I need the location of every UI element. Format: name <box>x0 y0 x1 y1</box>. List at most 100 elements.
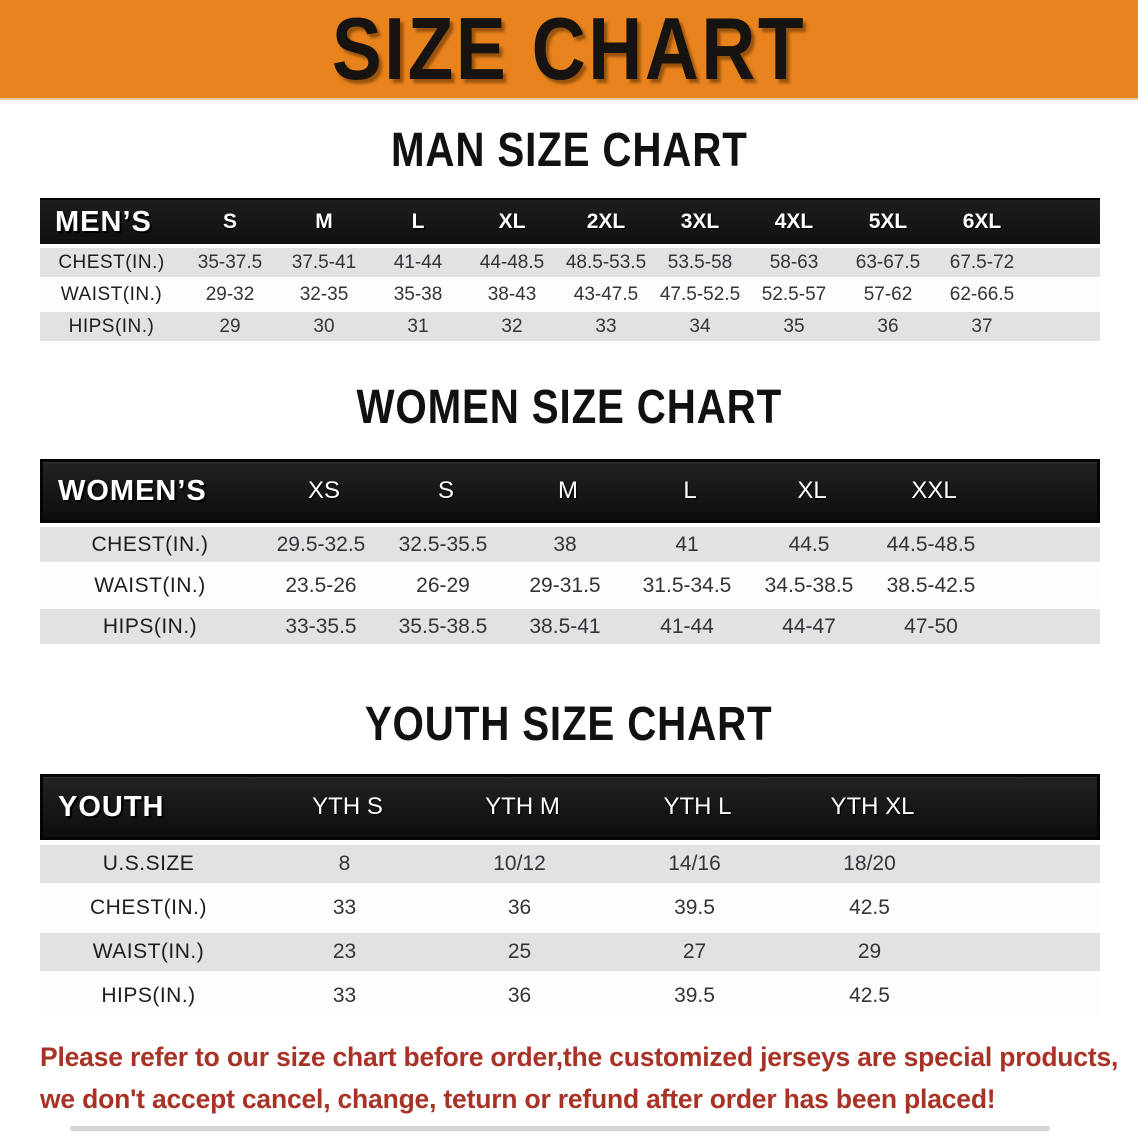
value-cell: 37 <box>971 315 993 337</box>
value-cell: 26-29 <box>416 573 470 597</box>
value-cell: 36 <box>507 896 532 919</box>
value-cell: 23 <box>332 940 357 963</box>
women-section-title: WOMEN SIZE CHART <box>0 384 1138 432</box>
value-cell: 23.5-26 <box>285 573 357 597</box>
value-cell: 8 <box>338 852 351 875</box>
youth-size-table: YOUTH YTH S YTH M YTH L YTH XL U.S.SIZE 8 10/12… <box>40 774 1100 1015</box>
value-cell: 30 <box>313 315 335 337</box>
size-header-cell: 2XL <box>586 210 626 233</box>
value-cell: 47-50 <box>904 614 958 638</box>
value-cell: 29 <box>857 940 882 963</box>
size-header-cell: XL <box>797 477 827 504</box>
size-header-cell: L <box>683 477 697 504</box>
row-label-cell: HIPS(IN.) <box>101 984 196 1007</box>
table-row: CHEST(IN.) 29.5-32.5 32.5-35.5 38 41 44.5 44.5… <box>40 527 1100 562</box>
value-cell: 44.5-48.5 <box>886 532 976 556</box>
table-row: WAIST(IN.) 23 25 27 29 <box>40 933 1100 971</box>
size-header-cell: 5XL <box>868 210 908 233</box>
table-title-cell: MEN’S <box>55 205 152 238</box>
row-label-cell: HIPS(IN.) <box>102 614 198 638</box>
value-cell: 63-67.5 <box>855 251 921 273</box>
value-cell: 37.5-41 <box>291 251 357 273</box>
table-row: U.S.SIZE 8 10/12 14/16 18/20 <box>40 845 1100 883</box>
size-header-cell: YTH XL <box>830 793 915 820</box>
value-cell: 53.5-58 <box>667 251 733 273</box>
value-cell: 29.5-32.5 <box>276 532 366 556</box>
size-header-cell: M <box>558 477 578 504</box>
women-section-title-text: WOMEN SIZE CHART <box>356 381 782 434</box>
value-cell: 38.5-42.5 <box>886 573 976 597</box>
row-label-cell: WAIST(IN.) <box>60 283 163 305</box>
value-cell: 67.5-72 <box>949 251 1015 273</box>
row-label-cell: HIPS(IN.) <box>68 315 155 337</box>
row-label-cell: WAIST(IN.) <box>94 573 206 597</box>
value-cell: 35-38 <box>393 283 443 305</box>
row-label-cell: CHEST(IN.) <box>91 532 209 556</box>
value-cell: 25 <box>507 940 532 963</box>
value-cell: 42.5 <box>849 896 890 919</box>
women-table-header-row: WOMEN’S XS S M L XL XXL <box>40 459 1100 523</box>
bottom-edge-artifact <box>70 1126 1050 1131</box>
size-header-cell: XXL <box>911 477 957 504</box>
value-cell: 31.5-34.5 <box>642 573 732 597</box>
value-cell: 48.5-53.5 <box>565 251 647 273</box>
value-cell: 62-66.5 <box>949 283 1015 305</box>
value-cell: 29-32 <box>205 283 255 305</box>
value-cell: 34 <box>689 315 711 337</box>
value-cell: 33-35.5 <box>285 614 357 638</box>
value-cell: 39.5 <box>674 984 715 1007</box>
value-cell: 42.5 <box>849 984 890 1007</box>
value-cell: 27 <box>682 940 707 963</box>
value-cell: 18/20 <box>843 852 896 875</box>
size-header-cell: 3XL <box>680 210 720 233</box>
table-title-cell: WOMEN’S <box>58 474 207 507</box>
size-header-cell: XS <box>307 477 340 504</box>
youth-table-header-row: YOUTH YTH S YTH M YTH L YTH XL <box>40 774 1100 840</box>
value-cell: 35.5-38.5 <box>398 614 488 638</box>
value-cell: 33 <box>332 896 357 919</box>
table-row: CHEST(IN.) 35-37.5 37.5-41 41-44 44-48.5 48.5… <box>40 248 1100 277</box>
youth-section-title: YOUTH SIZE CHART <box>0 701 1138 749</box>
size-chart-banner: SIZE CHART <box>0 0 1138 100</box>
value-cell: 35-37.5 <box>197 251 263 273</box>
size-header-cell: XL <box>498 210 526 233</box>
men-size-table: MEN’S S M L XL 2XL 3XL 4XL 5XL 6XL CHEST(IN.) 35-37… <box>40 198 1100 341</box>
value-cell: 41-44 <box>660 614 714 638</box>
value-cell: 44-47 <box>782 614 836 638</box>
value-cell: 32.5-35.5 <box>398 532 488 556</box>
size-header-cell: L <box>411 210 425 233</box>
row-label-cell: U.S.SIZE <box>102 852 195 875</box>
value-cell: 41 <box>675 532 699 556</box>
value-cell: 38-43 <box>487 283 537 305</box>
value-cell: 32-35 <box>299 283 349 305</box>
value-cell: 33 <box>332 984 357 1007</box>
row-label-cell: CHEST(IN.) <box>58 251 165 273</box>
size-header-cell: S <box>437 477 454 504</box>
youth-section-title-text: YOUTH SIZE CHART <box>365 698 773 751</box>
size-header-cell: YTH M <box>485 793 560 820</box>
value-cell: 52.5-57 <box>761 283 827 305</box>
disclaimer-line-2: we don't accept cancel, change, teturn o… <box>40 1083 996 1114</box>
value-cell: 38.5-41 <box>529 614 601 638</box>
women-size-table: WOMEN’S XS S M L XL XXL CHEST(IN.) 29.5-32.5 32.5… <box>40 459 1100 644</box>
table-row: CHEST(IN.) 33 36 39.5 42.5 <box>40 889 1100 927</box>
value-cell: 33 <box>595 315 617 337</box>
table-row: HIPS(IN.) 29 30 31 32 33 34 35 36 37 <box>40 312 1100 341</box>
value-cell: 10/12 <box>493 852 546 875</box>
size-header-cell: S <box>222 210 237 233</box>
value-cell: 36 <box>877 315 899 337</box>
value-cell: 35 <box>783 315 805 337</box>
value-cell: 58-63 <box>769 251 819 273</box>
men-section-title: MAN SIZE CHART <box>0 127 1138 175</box>
men-section-title-text: MAN SIZE CHART <box>390 124 748 177</box>
table-row: WAIST(IN.) 23.5-26 26-29 29-31.5 31.5-34.5 34… <box>40 568 1100 603</box>
value-cell: 29 <box>219 315 241 337</box>
row-label-cell: CHEST(IN.) <box>90 896 207 919</box>
table-row: HIPS(IN.) 33 36 39.5 42.5 <box>40 977 1100 1015</box>
value-cell: 43-47.5 <box>573 283 639 305</box>
table-title-cell: YOUTH <box>58 790 165 823</box>
value-cell: 14/16 <box>668 852 721 875</box>
value-cell: 57-62 <box>863 283 913 305</box>
value-cell: 36 <box>507 984 532 1007</box>
size-header-cell: YTH L <box>663 793 732 820</box>
